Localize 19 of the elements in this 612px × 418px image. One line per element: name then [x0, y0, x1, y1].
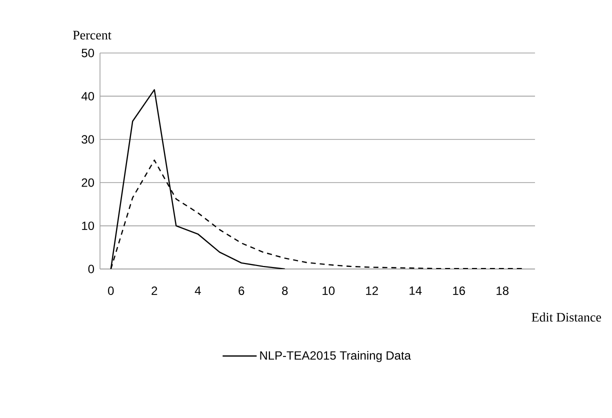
x-axis-title: Edit Distance — [532, 312, 602, 322]
y-axis-title: Percent — [73, 30, 112, 40]
x-tick-label: 14 — [410, 286, 422, 295]
x-tick-label: 8 — [282, 286, 288, 295]
y-tick-label: 40 — [81, 92, 94, 100]
x-tick-label: 6 — [238, 286, 244, 295]
x-tick-label: 12 — [366, 286, 378, 295]
x-tick-label: 16 — [453, 286, 466, 295]
x-tick-label: 10 — [322, 286, 335, 295]
y-tick-label: 30 — [82, 135, 94, 144]
y-tick-label: 20 — [82, 178, 94, 187]
y-tick-label: 50 — [82, 48, 94, 58]
y-tick-label: 10 — [82, 222, 94, 230]
x-tick-label: 4 — [194, 286, 201, 295]
legend-label: NLP-TEA2015 Training Data — [260, 350, 411, 362]
x-tick-label: 0 — [108, 286, 114, 295]
y-tick-label: 0 — [88, 264, 94, 274]
x-tick-label: 18 — [496, 286, 509, 295]
x-tick-label: 2 — [152, 286, 158, 295]
